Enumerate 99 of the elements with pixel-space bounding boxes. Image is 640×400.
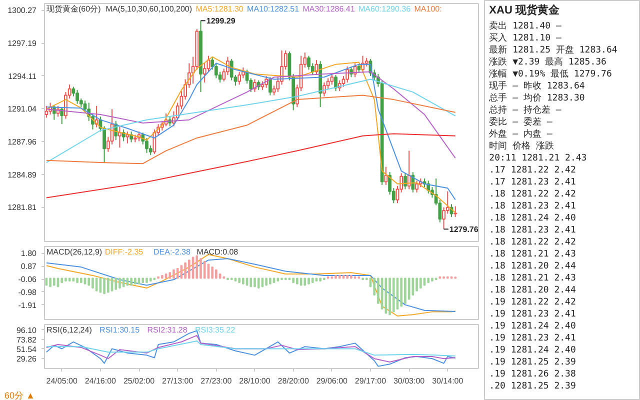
series-label: DEA:-2.38 bbox=[154, 248, 191, 256]
text: 总持 – 持仓差 – bbox=[488, 104, 562, 116]
candlestick bbox=[330, 73, 334, 86]
text: .18 1281.23 2.41 bbox=[489, 226, 576, 236]
text: MA5:1281.30 bbox=[196, 4, 244, 14]
x-tick-label: 24/16:00 bbox=[84, 376, 117, 386]
text: MA10:1282.51 bbox=[247, 4, 300, 14]
text: .18 1281.24 2.40 bbox=[489, 214, 576, 224]
line-series bbox=[46, 340, 456, 356]
y-tick-label: -0.98 bbox=[18, 288, 38, 297]
text: 卖出 1281.40 – bbox=[489, 20, 562, 32]
text: .19 1281.25 2.39 bbox=[489, 358, 576, 368]
y-tick-label: 1.80 bbox=[20, 249, 38, 258]
series-label: RSI2:31.28 bbox=[147, 326, 188, 334]
candlestick bbox=[307, 55, 310, 70]
text: .18 1281.21 2.43 bbox=[489, 274, 576, 284]
text: 时间 价格 涨跌 bbox=[489, 140, 554, 152]
text: .17 1281.22 2.42 bbox=[489, 166, 576, 176]
series-label: MACD:0.08 bbox=[196, 248, 239, 256]
chart-title: RSI(6,12,24) bbox=[46, 326, 92, 334]
text: .20 1281.25 2.39 bbox=[489, 382, 576, 392]
text: DIFF:-2.35 bbox=[104, 248, 144, 256]
y-tick-label: 29.26 bbox=[16, 354, 38, 364]
candlestick bbox=[346, 66, 350, 83]
text: MA30:1286.41 bbox=[302, 4, 356, 14]
y-tick-label: 1287.96 bbox=[8, 138, 38, 147]
candlestick bbox=[415, 180, 418, 193]
text: 最新 1281.25 开盘 1283.64 bbox=[489, 44, 618, 56]
y-tick-label: 1291.04 bbox=[8, 104, 38, 114]
candlestick bbox=[334, 74, 338, 92]
y-tick-label: 73.82 bbox=[16, 335, 38, 344]
text: .17 1281.23 2.41 bbox=[489, 178, 576, 188]
candlestick bbox=[76, 89, 79, 104]
text: .19 1281.22 2.42 bbox=[489, 298, 576, 308]
y-tick-label: 1284.89 bbox=[8, 170, 38, 180]
y-tick-label: 0.87 bbox=[20, 262, 38, 272]
chart-title: 现货黄金(60分) bbox=[46, 4, 102, 14]
text: RSI1:30.15 bbox=[100, 326, 140, 334]
text: 涨跌 ▼2.39 最高 1285.36 bbox=[489, 56, 606, 68]
candlestick bbox=[118, 126, 122, 148]
text: .18 1281.20 2.44 bbox=[489, 286, 576, 296]
candlestick bbox=[404, 172, 407, 190]
x-tick-label: 27/23:00 bbox=[200, 376, 232, 386]
text: .18 1281.20 2.44 bbox=[489, 262, 576, 272]
x-tick-label: 29/17:00 bbox=[354, 376, 387, 386]
text: 20:11 1281.21 2.43 bbox=[489, 154, 587, 164]
chart-subtitle: MA(5,10,30,60,100,200) bbox=[106, 4, 192, 14]
y-tick-label: -0.06 bbox=[18, 275, 38, 284]
x-tick-label: 27/13:00 bbox=[162, 376, 194, 386]
x-tick-label: 30/03:00 bbox=[393, 376, 426, 386]
text: 60分 ▲ bbox=[4, 390, 35, 400]
text: .18 1281.22 2.42 bbox=[489, 190, 576, 200]
annotation: 1279.76 bbox=[449, 225, 479, 234]
text: 委比 – 委差 – bbox=[489, 116, 553, 128]
candlestick bbox=[326, 78, 330, 90]
candlestick bbox=[384, 166, 388, 186]
text: 总手 – 均价 1283.30 bbox=[488, 92, 585, 104]
text: .19 1281.23 2.41 bbox=[489, 334, 576, 344]
candlestick bbox=[272, 85, 276, 96]
y-tick-label: -1.91 bbox=[18, 300, 38, 310]
text: .19 1281.24 2.40 bbox=[489, 322, 576, 332]
series-label: RSI3:35.22 bbox=[195, 326, 236, 334]
text: .18 1281.21 2.43 bbox=[489, 250, 576, 260]
y-tick-label: 1294.11 bbox=[8, 72, 38, 81]
x-tick-label: 29/06:00 bbox=[316, 376, 348, 386]
y-tick-label: 1300.27 bbox=[8, 6, 38, 16]
text: .19 1281.24 2.40 bbox=[489, 346, 576, 356]
candlestick bbox=[322, 82, 326, 97]
text: MA100: bbox=[414, 4, 442, 14]
y-tick-label: 51.54 bbox=[16, 344, 38, 354]
y-tick-label: 96.10 bbox=[16, 326, 38, 335]
text: XAU 现货黄金 bbox=[489, 4, 560, 16]
x-tick-label: 28/10:00 bbox=[239, 376, 271, 386]
candlestick bbox=[238, 71, 242, 86]
text: 现手 – 昨收 1283.64 bbox=[489, 80, 585, 92]
text: .19 1281.26 2.38 bbox=[489, 370, 576, 380]
line-series bbox=[46, 133, 456, 198]
x-tick-label: 24/05:00 bbox=[46, 376, 78, 386]
candlestick bbox=[268, 76, 272, 96]
y-tick-label: 1281.81 bbox=[8, 203, 38, 212]
x-tick-label: 25/02:00 bbox=[123, 376, 156, 386]
x-tick-label: 28/20:00 bbox=[278, 376, 310, 386]
text: 外盘 – 内盘 – bbox=[489, 128, 553, 140]
candlestick bbox=[60, 106, 64, 125]
candlestick bbox=[72, 86, 76, 97]
y-tick-label: 1297.19 bbox=[8, 39, 38, 48]
chart-title: MACD(26,12,9) bbox=[46, 248, 102, 256]
candlestick bbox=[148, 144, 152, 156]
text: MA60:1290.36 bbox=[358, 4, 412, 14]
candlestick bbox=[454, 206, 458, 218]
text: 涨幅 ▼0.19% 最低 1279.76 bbox=[489, 68, 612, 80]
text: .19 1281.23 2.41 bbox=[489, 310, 576, 320]
text: 买入 1281.10 – bbox=[489, 32, 562, 44]
text: .18 1281.23 2.41 bbox=[489, 202, 576, 212]
x-tick-label: 30/14:00 bbox=[432, 376, 464, 386]
candlestick bbox=[126, 131, 130, 144]
text: .18 1281.22 2.42 bbox=[489, 238, 576, 248]
annotation: 1299.29 bbox=[206, 16, 236, 26]
candlestick bbox=[44, 105, 48, 118]
